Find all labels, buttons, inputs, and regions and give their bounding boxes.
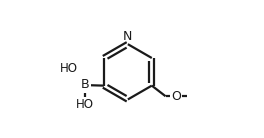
Text: HO: HO (76, 98, 94, 111)
Text: N: N (123, 30, 133, 43)
Text: B: B (81, 78, 90, 91)
Text: HO: HO (60, 62, 78, 75)
Text: O: O (171, 90, 181, 103)
